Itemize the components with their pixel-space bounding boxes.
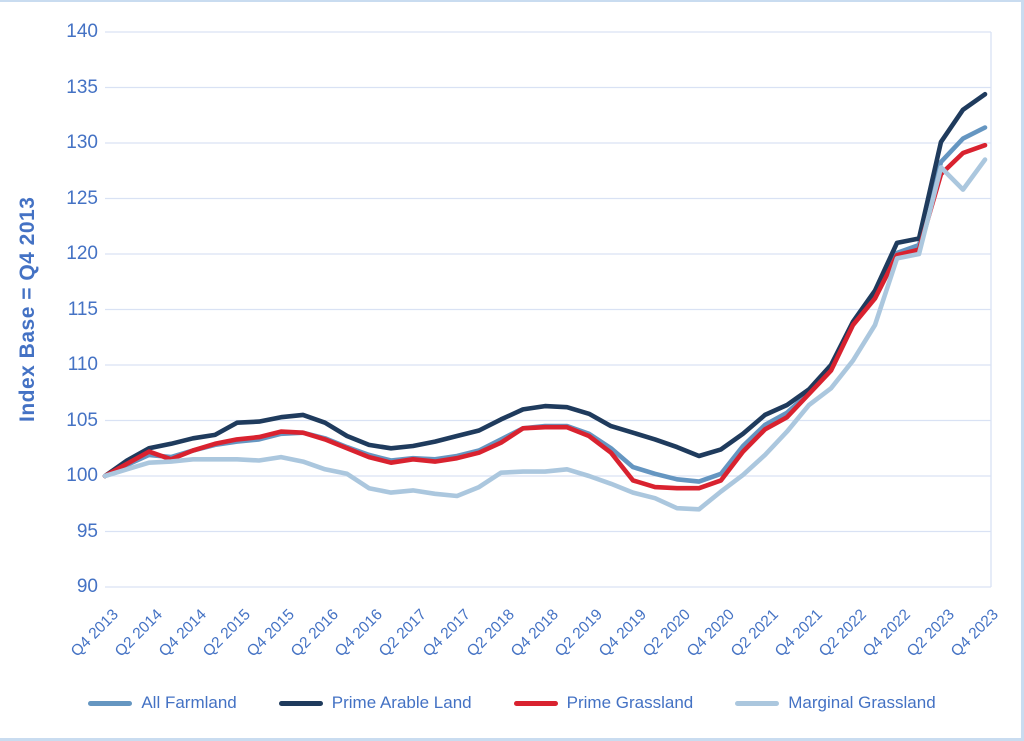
y-tick-label-140: 140	[66, 21, 98, 42]
legend-line-swatch-prime-grassland	[513, 700, 558, 706]
legend-line-swatch-marginal-grassland	[735, 700, 780, 706]
series-line-prime-arable-land	[102, 91, 988, 479]
y-tick-label-90: 90	[76, 576, 98, 597]
legend-item-prime-grassland: Prime Grassland	[513, 693, 694, 713]
legend-label: All Farmland	[141, 693, 237, 712]
legend-line-swatch-prime-arable-land	[278, 700, 323, 706]
y-tick-label-125: 125	[66, 187, 98, 209]
series-line-marginal-grassland	[102, 157, 988, 512]
legend-item-prime-arable-land: Prime Arable Land	[278, 693, 472, 713]
y-tick-label-115: 115	[67, 298, 98, 320]
legend-item-all-farmland: All Farmland	[88, 693, 237, 713]
y-tick-label-135: 135	[66, 76, 98, 98]
y-tick-label-130: 130	[66, 132, 98, 153]
chart-legend: All Farmland Prime Arable Land Prime Gra…	[0, 686, 1021, 720]
y-tick-label-110: 110	[67, 354, 98, 375]
y-tick-label-105: 105	[66, 409, 98, 431]
y-tick-label-120: 120	[66, 243, 98, 264]
legend-label: Marginal Grassland	[788, 693, 936, 712]
legend-label: Prime Arable Land	[331, 693, 472, 712]
legend-line-swatch-all-farmland	[88, 700, 133, 706]
y-tick-label-95: 95	[76, 520, 98, 542]
legend-label: Prime Grassland	[566, 693, 694, 712]
legend-item-marginal-grassland: Marginal Grassland	[735, 693, 936, 713]
y-tick-label-100: 100	[66, 465, 98, 486]
series-line-prime-grassland	[102, 142, 988, 491]
